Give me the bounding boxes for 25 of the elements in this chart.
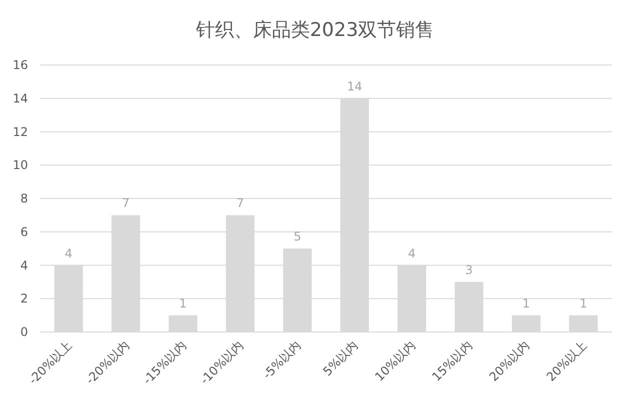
bar [168,315,198,332]
x-tick-label: -5%以内 [260,338,304,382]
y-tick-label: 0 [20,325,28,339]
data-label: 1 [580,296,588,310]
data-label: 5 [294,230,302,244]
bar [512,315,540,332]
y-tick-label: 2 [20,292,28,306]
data-label: 7 [122,196,130,210]
y-tick-label: 6 [20,224,28,239]
y-tick-label: 14 [12,91,28,106]
data-label: 4 [64,246,72,260]
y-tick-label: 8 [20,192,28,206]
data-label: 1 [522,296,530,310]
y-tick-label: 12 [12,124,28,139]
data-label: 14 [346,79,362,94]
bar [569,315,598,332]
x-tick-label: 5%以内 [320,338,361,379]
chart-title: 针织、床品类2023双节销售 [194,19,434,41]
y-tick-label: 16 [12,58,28,72]
data-label: 7 [236,196,244,210]
y-tick-label: 10 [12,158,28,172]
data-label: 4 [408,246,416,260]
data-label: 1 [179,296,187,310]
data-label: 3 [465,262,473,277]
y-tick-label: 4 [20,258,28,272]
